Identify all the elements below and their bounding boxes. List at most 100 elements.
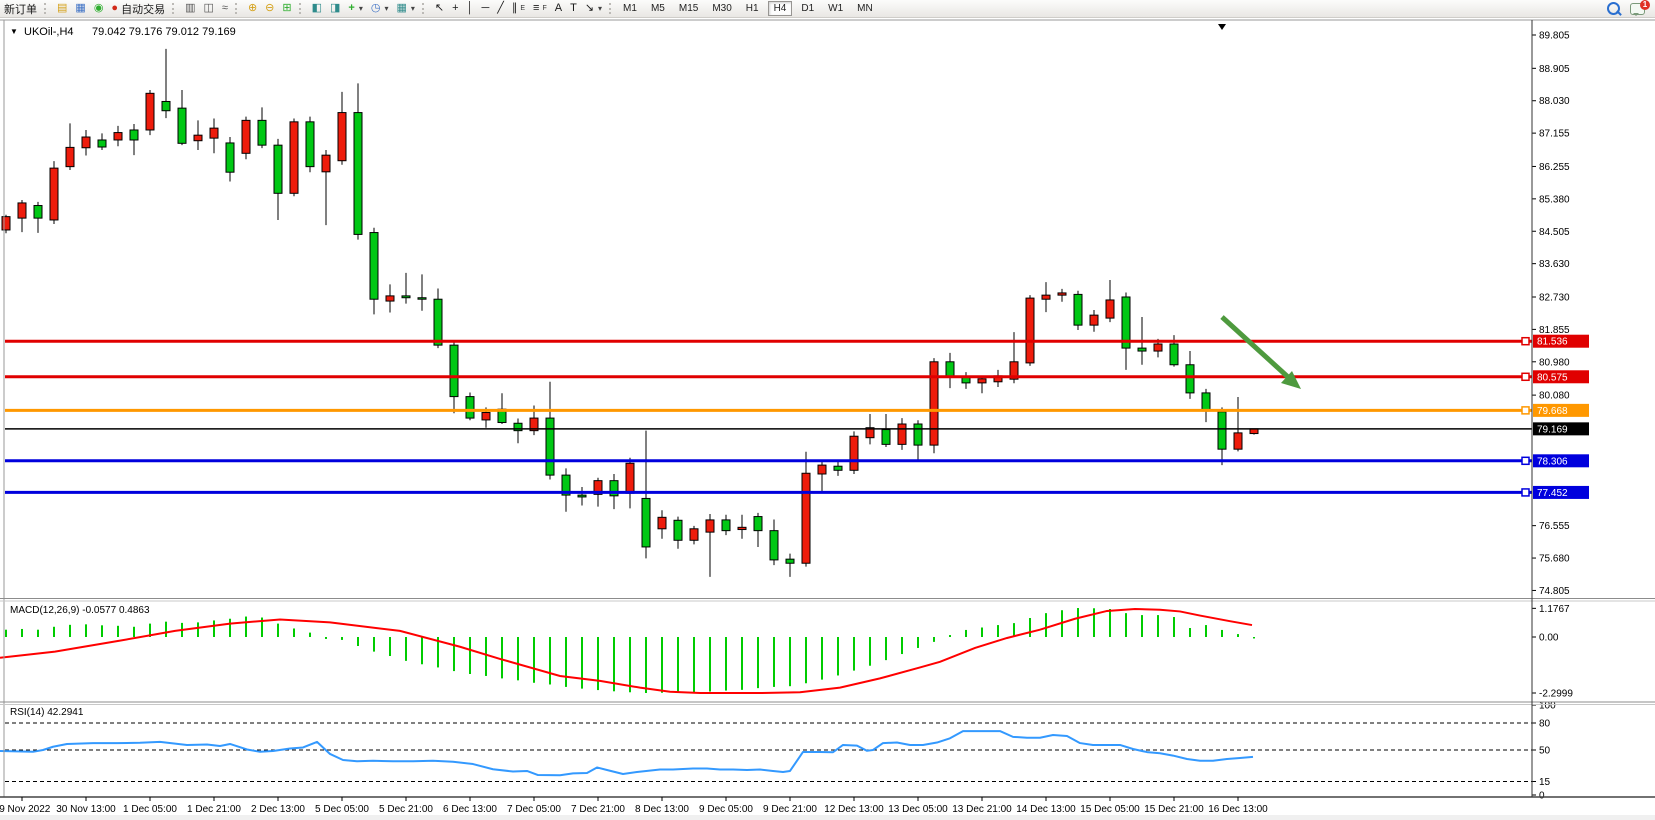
- bar-chart-icon[interactable]: ▥: [185, 2, 196, 14]
- price-axis-label: 85.380: [1539, 194, 1570, 205]
- candle-down: [161, 100, 171, 112]
- channel-tool-icon[interactable]: ∥ E: [508, 1, 529, 16]
- price-badge: [1533, 403, 1589, 417]
- channel-glyph: ∥: [511, 2, 518, 14]
- chat-icon[interactable]: 1: [1630, 0, 1650, 16]
- new-order-button[interactable]: 新订单: [4, 3, 37, 16]
- text-tool-icon[interactable]: A: [554, 2, 563, 14]
- indicator-window-alt-icon[interactable]: ◨: [330, 2, 341, 14]
- price-badge-label: 80.575: [1537, 372, 1568, 383]
- data-window-icon[interactable]: ▦: [75, 2, 86, 14]
- timeframe-M1[interactable]: M1: [623, 3, 637, 14]
- candle-up: [705, 519, 715, 533]
- trend-arrow-annotation[interactable]: [1220, 315, 1290, 379]
- candle-up: [1025, 297, 1035, 364]
- tile-windows-icon[interactable]: ⊞: [282, 2, 292, 14]
- time-axis-label: 29 Nov 2022: [0, 804, 51, 815]
- toolbar-grip: [44, 3, 50, 14]
- line-handle[interactable]: [1521, 336, 1530, 346]
- rsi-axis-label: 0: [1539, 791, 1545, 802]
- line-handle[interactable]: [1521, 406, 1530, 415]
- candle-down: [97, 139, 107, 148]
- time-axis-label: 7 Dec 21:00: [571, 804, 625, 815]
- candle-down: [769, 530, 779, 561]
- candle-down: [33, 205, 43, 219]
- search-icon[interactable]: [1607, 2, 1620, 15]
- candle-up: [1041, 294, 1051, 300]
- zoom-out-icon[interactable]: ⊖: [265, 2, 275, 14]
- macd-axis-label: 0.00: [1539, 633, 1559, 644]
- timeframe-H1[interactable]: H1: [745, 3, 759, 14]
- toolbar-grip: [298, 3, 305, 14]
- auto-trading-label: 自动交易: [121, 3, 166, 16]
- add-indicator-button[interactable]: + ▾: [344, 1, 366, 16]
- navigator-icon[interactable]: ◉: [93, 2, 104, 14]
- time-axis-label: 16 Dec 13:00: [1208, 804, 1268, 815]
- timeframe-M15[interactable]: M15: [678, 3, 699, 14]
- candle-down: [1121, 296, 1131, 349]
- market-watch-icon[interactable]: ▤: [57, 2, 68, 14]
- candle-down: [433, 298, 443, 346]
- timeframe-W1[interactable]: W1: [828, 3, 844, 14]
- chart-menu-icon[interactable]: ▼: [10, 27, 18, 36]
- price-axis-label: 88.030: [1539, 96, 1570, 107]
- time-axis-label: 2 Dec 13:00: [251, 804, 305, 815]
- chevron-down-icon: ▾: [410, 4, 415, 13]
- candle-up: [1105, 299, 1115, 319]
- horizontal-line-tool-icon[interactable]: ─: [481, 2, 490, 14]
- main-toolbar: 新订单 ▤ ▦ ◉ ● 自动交易 ▥ ◫ ≈ ⊕ ⊖ ⊞ ◧ ◨ + ▾ ◷ ▾…: [0, 0, 1655, 18]
- time-axis-label: 13 Dec 21:00: [952, 804, 1012, 815]
- text-label-tool-icon[interactable]: T: [570, 2, 577, 14]
- candlestick-chart-icon[interactable]: ◫: [203, 2, 214, 14]
- macd-axis-label: -2.2999: [1539, 689, 1573, 700]
- candle-down: [1185, 364, 1195, 394]
- template-icon: ▦: [396, 2, 407, 14]
- chart-window[interactable]: 81.536 80.575 79.668 79.169 78.306 77.452 89.8…: [0, 17, 1655, 820]
- candle-down: [353, 112, 363, 235]
- zoom-in-icon[interactable]: ⊕: [247, 2, 258, 14]
- periods-button[interactable]: ◷ ▾: [367, 1, 393, 16]
- bottom-strip: [0, 815, 1655, 820]
- timeframe-M30[interactable]: M30: [712, 3, 732, 14]
- time-axis-label: 15 Dec 05:00: [1080, 804, 1140, 815]
- auto-trading-button[interactable]: ● 自动交易: [107, 1, 169, 16]
- chevron-down-icon: ▾: [358, 4, 363, 13]
- channel-sub-label: E: [520, 5, 526, 12]
- candle-down: [545, 417, 555, 476]
- rsi-axis-label: 15: [1539, 777, 1551, 788]
- time-axis-label: 6 Dec 13:00: [443, 804, 497, 815]
- price-badge: [1533, 422, 1589, 436]
- candle-up: [593, 480, 603, 495]
- candle-down: [881, 429, 891, 445]
- timeframe-D1[interactable]: D1: [801, 3, 815, 14]
- candle-up: [113, 132, 123, 141]
- chat-badge: 1: [1640, 0, 1650, 10]
- template-button[interactable]: ▦ ▾: [392, 1, 418, 16]
- add-indicator-icon: +: [348, 2, 355, 14]
- candle-up: [977, 378, 987, 384]
- line-chart-icon[interactable]: ≈: [221, 2, 228, 14]
- timeframe-H4[interactable]: H4: [767, 1, 793, 16]
- crosshair-tool-icon[interactable]: +: [452, 2, 459, 14]
- rsi-axis-label: 80: [1539, 719, 1551, 730]
- candle-down: [1217, 411, 1227, 450]
- candle-up: [529, 417, 539, 432]
- timeframe-MN[interactable]: MN: [857, 3, 873, 14]
- indicator-window-icon[interactable]: ◧: [311, 2, 322, 14]
- candle-down: [225, 142, 235, 173]
- price-axis-label: 83.630: [1539, 259, 1570, 270]
- line-handle[interactable]: [1521, 456, 1530, 466]
- time-axis-label: 9 Dec 21:00: [763, 804, 817, 815]
- line-handle[interactable]: [1521, 488, 1530, 497]
- arrows-tool-button[interactable]: ↘ ▾: [581, 1, 606, 16]
- candle-up: [481, 412, 491, 421]
- fibonacci-tool-icon[interactable]: ≡ F: [529, 1, 551, 16]
- vertical-line-tool-icon[interactable]: │: [466, 2, 474, 14]
- timeframe-M5[interactable]: M5: [650, 3, 665, 14]
- cursor-tool-icon[interactable]: ↖: [434, 2, 445, 14]
- price-axis-label: 88.905: [1539, 64, 1570, 75]
- candle-up: [801, 472, 811, 564]
- trendline-tool-icon[interactable]: ╱: [497, 2, 504, 14]
- line-handle[interactable]: [1521, 372, 1530, 382]
